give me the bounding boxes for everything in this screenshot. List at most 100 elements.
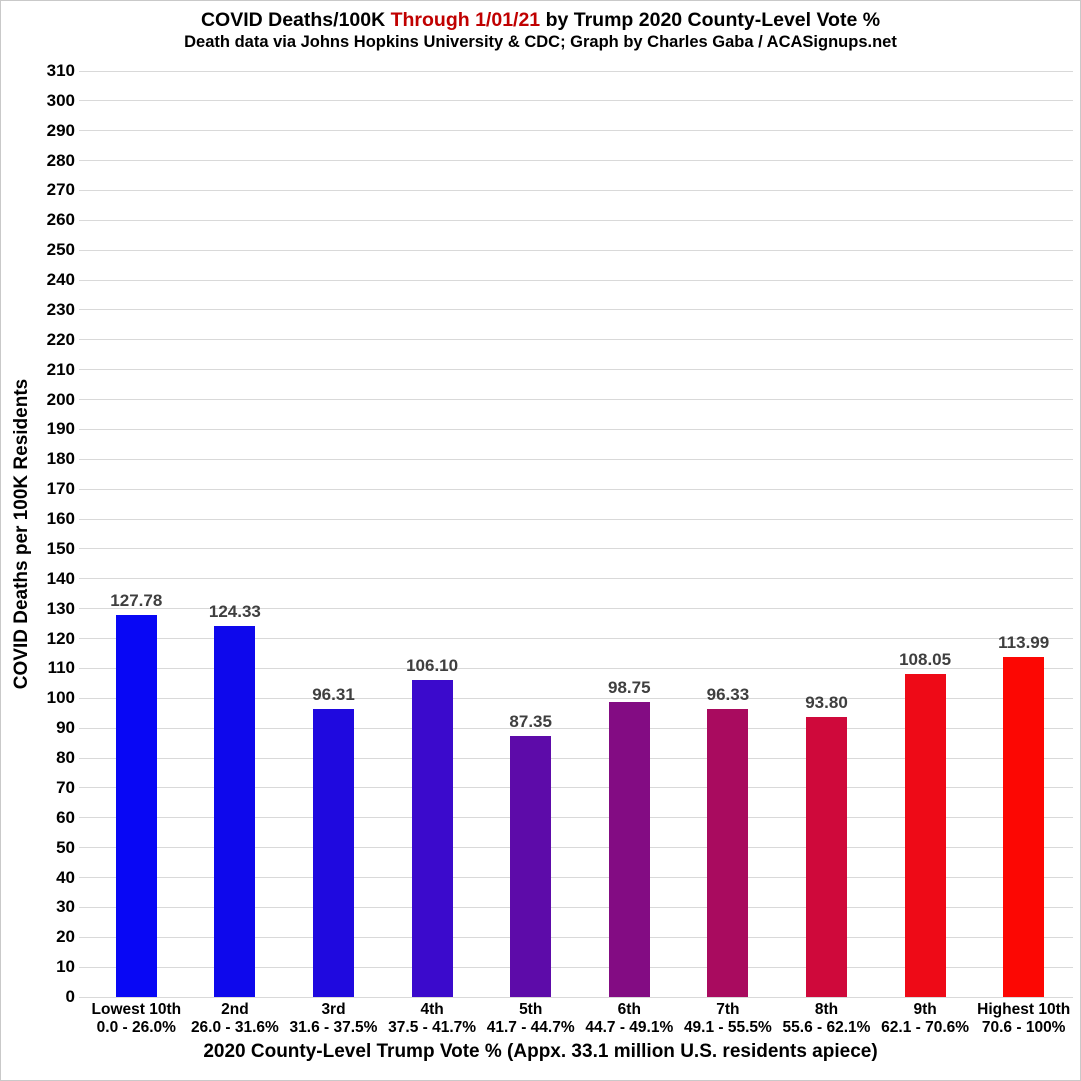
y-tick-mark	[79, 697, 91, 699]
x-category-tier: Lowest 10th	[91, 1001, 182, 1018]
y-tick-label: 310	[46, 61, 75, 80]
y-tick-label: 110	[47, 658, 75, 678]
x-category-label: 6th 44.7 - 49.1%	[585, 1001, 673, 1037]
y-tick-mark	[79, 936, 91, 938]
x-category-label: Lowest 10th 0.0 - 26.0%	[92, 1001, 182, 1037]
gridline	[87, 488, 1073, 490]
bar	[214, 625, 256, 997]
x-category-range: 41.7 - 44.7%	[486, 1019, 575, 1036]
x-axis-title: 2020 County-Level Trump Vote % (Appx. 33…	[203, 1041, 878, 1062]
gridline	[87, 100, 1073, 102]
y-tick-label: 300	[46, 90, 75, 110]
x-category-range: 44.7 - 49.1%	[585, 1019, 674, 1036]
x-category-tier: 2nd	[221, 1001, 249, 1018]
bar-value-label: 93.80	[805, 692, 848, 712]
bar-value-label: 106.10	[406, 656, 459, 676]
x-category-range: 55.6 - 62.1%	[782, 1019, 871, 1036]
y-tick-label: 210	[46, 359, 75, 379]
chart-title: COVID Deaths/100K Through 1/01/21 by Tru…	[1, 9, 1080, 31]
y-tick-mark	[79, 518, 91, 520]
bar-value-label: 113.99	[998, 632, 1050, 652]
gridline	[87, 996, 1073, 998]
y-tick-mark	[79, 130, 91, 132]
gridline	[87, 70, 1073, 72]
gridline	[87, 667, 1073, 669]
y-tick-label: 100	[46, 688, 75, 708]
y-tick-label: 160	[46, 509, 75, 529]
y-tick-label: 40	[56, 867, 75, 887]
x-category-range: 0.0 - 26.0%	[96, 1019, 176, 1036]
y-tick-mark	[79, 309, 91, 311]
y-tick-label: 80	[56, 748, 75, 768]
y-tick-mark	[79, 428, 91, 430]
y-tick-mark	[79, 727, 91, 729]
y-tick-mark	[79, 458, 91, 460]
y-tick-label: 20	[56, 927, 75, 947]
y-tick-label: 10	[56, 957, 75, 977]
gridline	[87, 847, 1073, 849]
x-category-tier: 5th	[519, 1001, 543, 1018]
gridline	[87, 906, 1073, 908]
bar	[411, 680, 453, 997]
x-category-label: Highest 10th 70.6 - 100%	[977, 1001, 1070, 1037]
x-category-label: 3rd 31.6 - 37.5%	[290, 1001, 378, 1037]
plot-area: 127.78 124.33 96.31 106.10 87.35 98.75 96.33 93…	[87, 70, 1073, 998]
y-tick-mark	[79, 100, 91, 102]
gridline	[87, 638, 1073, 640]
y-tick-label: 290	[46, 120, 75, 140]
y-tick-label: 250	[46, 240, 75, 260]
gridline	[87, 727, 1073, 729]
x-category-tier: 6th	[617, 1001, 641, 1018]
gridline	[87, 817, 1073, 819]
y-tick-label: 260	[46, 210, 75, 230]
y-tick-mark	[79, 787, 91, 789]
x-category-tier: 9th	[913, 1001, 937, 1018]
bar	[806, 716, 847, 997]
y-tick-label: 30	[56, 897, 75, 917]
bar-value-label: 87.35	[509, 712, 552, 732]
x-category-range: 37.5 - 41.7%	[388, 1019, 477, 1036]
chart-title-part2: by Trump 2020 County-Level Vote %	[540, 9, 881, 31]
y-tick-label: 60	[56, 807, 75, 827]
y-tick-label: 0	[65, 987, 75, 1006]
y-tick-mark	[79, 219, 91, 221]
y-tick-mark	[79, 249, 91, 251]
x-category-tier: 4th	[420, 1001, 444, 1018]
x-category-label: 8th 55.6 - 62.1%	[783, 1001, 871, 1037]
y-tick-label: 130	[46, 598, 75, 618]
bar	[115, 615, 157, 997]
y-tick-mark	[79, 817, 91, 819]
gridline	[87, 966, 1073, 968]
chart-subtitle: Death data via Johns Hopkins University …	[184, 33, 897, 51]
bar-value-label: 98.75	[608, 678, 651, 698]
y-tick-label: 230	[46, 299, 75, 319]
gridline	[87, 936, 1073, 938]
y-tick-mark	[79, 667, 91, 669]
bar	[904, 674, 946, 997]
y-tick-label: 280	[46, 150, 75, 170]
bar-value-label: 96.33	[706, 685, 750, 705]
y-tick-label: 220	[46, 329, 75, 349]
y-tick-mark	[79, 369, 91, 371]
x-category-tier: 8th	[814, 1001, 839, 1018]
bar-value-label: 124.33	[208, 601, 261, 621]
y-tick-mark	[79, 608, 91, 610]
gridline	[87, 130, 1073, 132]
y-tick-label: 270	[46, 180, 75, 200]
x-category-range: 26.0 - 31.6%	[190, 1019, 279, 1036]
gridline	[87, 219, 1073, 221]
y-tick-mark	[79, 160, 91, 162]
y-axis-title: COVID Deaths per 100K Residents	[11, 378, 32, 690]
bar	[608, 702, 650, 997]
x-category-tier: 7th	[716, 1001, 740, 1018]
x-category-range: 62.1 - 70.6%	[881, 1019, 970, 1036]
bar	[707, 709, 749, 997]
chart-title-highlight: Through 1/01/21	[390, 9, 541, 31]
gridline	[87, 697, 1073, 699]
gridline	[87, 428, 1073, 430]
y-tick-mark	[79, 906, 91, 908]
y-tick-label: 50	[56, 837, 75, 857]
gridline	[87, 518, 1073, 520]
x-category-range: 31.6 - 37.5%	[289, 1019, 378, 1036]
